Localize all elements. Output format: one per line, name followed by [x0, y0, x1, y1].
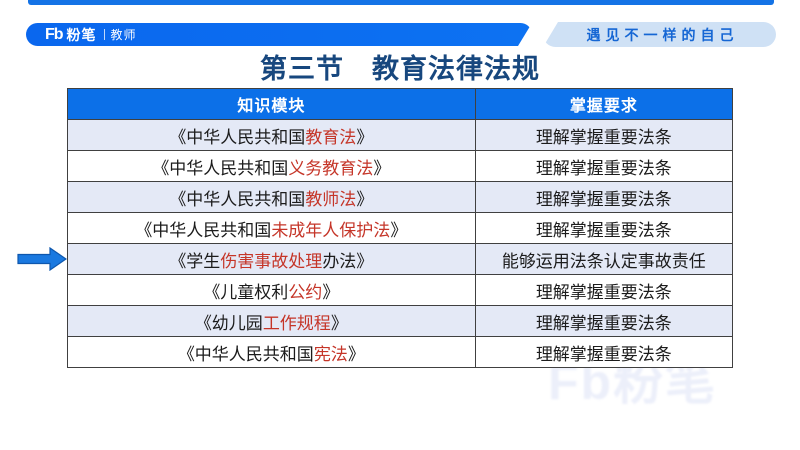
module-cell: 《中华人民共和国宪法》: [67, 336, 476, 368]
module-cell: 《中华人民共和国教师法》: [67, 181, 476, 213]
module-cell: 《儿童权利公约》: [67, 274, 476, 306]
arrow-right-icon: [17, 247, 67, 271]
module-text: 》: [330, 313, 348, 333]
module-text: 《幼儿园: [194, 313, 263, 333]
table-row: 《中华人民共和国教育法》 理解掌握重要法条: [67, 119, 734, 151]
page-title: 第三节 教育法律法规: [260, 54, 540, 84]
module-cell: 《中华人民共和国义务教育法》: [67, 150, 476, 182]
brand-sub-name: 教师: [110, 28, 137, 42]
table-row: 《儿童权利公约》 理解掌握重要法条: [67, 274, 734, 306]
module-text: 《中华人民共和国: [177, 344, 314, 364]
tagline-text: 遇见不一样的自己: [586, 26, 739, 43]
table-row: 《中华人民共和国未成年人保护法》 理解掌握重要法条: [67, 212, 734, 244]
brand-name: 粉笔: [66, 26, 97, 43]
module-text: 办法》: [322, 251, 374, 271]
module-text-highlight: 宪法: [313, 344, 348, 364]
module-text: 《中华人民共和国: [152, 158, 289, 178]
module-cell: 《中华人民共和国未成年人保护法》: [67, 212, 476, 244]
module-text: 《中华人民共和国: [169, 127, 306, 147]
module-text-highlight: 未成年人保护法: [271, 220, 391, 240]
brand-banner: Fb 粉笔 教师: [26, 23, 532, 46]
requirement-cell: 理解掌握重要法条: [474, 336, 734, 368]
requirement-cell: 能够运用法条认定事故责任: [474, 243, 734, 275]
logo-divider: [104, 29, 105, 40]
table-row: 《幼儿园工作规程》 理解掌握重要法条: [67, 305, 734, 337]
requirement-cell: 理解掌握重要法条: [474, 274, 734, 306]
fenbi-logo-icon: Fb: [45, 25, 63, 43]
table-header-row: 知识模块 掌握要求: [67, 88, 734, 120]
module-text-highlight: 工作规程: [262, 313, 331, 333]
module-cell: 《中华人民共和国教育法》: [67, 119, 476, 151]
module-text: 》: [347, 344, 365, 364]
column-header-module: 知识模块: [67, 88, 476, 120]
module-text: 》: [356, 189, 374, 209]
module-text: 《儿童权利: [203, 282, 289, 302]
table-row: 《中华人民共和国义务教育法》 理解掌握重要法条: [67, 150, 734, 182]
table-row: 《学生伤害事故处理办法》 能够运用法条认定事故责任: [67, 243, 734, 275]
module-cell: 《学生伤害事故处理办法》: [67, 243, 476, 275]
knowledge-table: 知识模块 掌握要求 《中华人民共和国教育法》 理解掌握重要法条 《中华人民共和国…: [67, 88, 734, 368]
module-text: 》: [390, 220, 408, 240]
requirement-cell: 理解掌握重要法条: [474, 150, 734, 182]
requirement-cell: 理解掌握重要法条: [474, 119, 734, 151]
top-edge-bar: [28, 0, 774, 5]
module-text: 》: [322, 282, 340, 302]
module-text-highlight: 教育法: [305, 127, 357, 147]
module-text: 《中华人民共和国: [169, 189, 306, 209]
table-body: 《中华人民共和国教育法》 理解掌握重要法条 《中华人民共和国义务教育法》 理解掌…: [67, 119, 734, 368]
module-text-highlight: 公约: [288, 282, 323, 302]
table-row: 《中华人民共和国教师法》 理解掌握重要法条: [67, 181, 734, 213]
module-text: 《学生: [169, 251, 221, 271]
module-text-highlight: 义务教育法: [288, 158, 374, 178]
requirement-cell: 理解掌握重要法条: [474, 212, 734, 244]
table-row: 《中华人民共和国宪法》 理解掌握重要法条: [67, 336, 734, 368]
requirement-cell: 理解掌握重要法条: [474, 305, 734, 337]
module-text: 》: [356, 127, 374, 147]
module-text: 《中华人民共和国: [135, 220, 272, 240]
module-text-highlight: 伤害事故处理: [220, 251, 323, 271]
module-text-highlight: 教师法: [305, 189, 357, 209]
module-cell: 《幼儿园工作规程》: [67, 305, 476, 337]
tagline-badge: 遇见不一样的自己: [543, 22, 776, 47]
column-header-requirement: 掌握要求: [474, 88, 734, 120]
module-text: 》: [373, 158, 391, 178]
requirement-cell: 理解掌握重要法条: [474, 181, 734, 213]
